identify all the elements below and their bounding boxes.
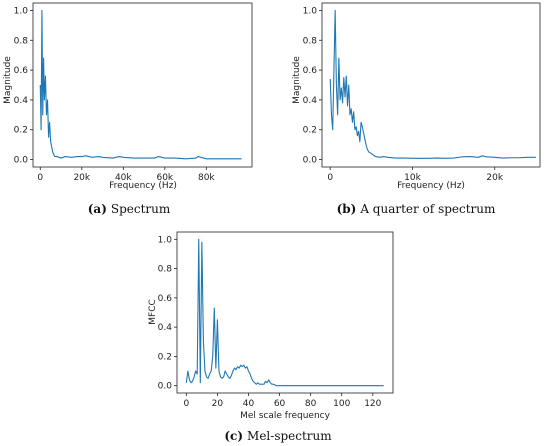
panel-a-ytick-label: 1.0	[14, 6, 29, 16]
panel-a-xtick-label: 0	[37, 173, 43, 183]
panel-b-xtick-label: 0	[327, 173, 333, 183]
panel-b-caption: (b) A quarter of spectrum	[337, 202, 496, 216]
panel-a-xtick-label: 40k	[115, 173, 132, 183]
panel-a-xtick-label: 20k	[73, 173, 90, 183]
panel-c-frame	[176, 231, 394, 394]
panel-a-caption-text: Spectrum	[111, 202, 171, 216]
panel-a-ytick-label: 0.4	[14, 96, 29, 106]
panel-c-xtick-label: 40	[243, 399, 255, 409]
panel-c-ytick-label: 0.6	[158, 294, 173, 304]
panel-a-ytick-label: 0.2	[14, 126, 28, 136]
panel-c-xtick-label: 20	[212, 399, 224, 409]
panel-a-xticks: 0 20k 40k 60k 80k	[37, 167, 215, 183]
panel-b-xlabel: Frequency (Hz)	[397, 181, 465, 191]
panel-c-ytick-label: 0.2	[158, 352, 172, 362]
panel-c-ytick-label: 0.0	[158, 382, 173, 392]
panel-c-xtick-label: 80	[305, 399, 317, 409]
panel-c-xtick-label: 120	[364, 399, 381, 409]
panel-b-xtick-label: 10k	[404, 173, 421, 183]
panel-c-xtick-label: 100	[333, 399, 350, 409]
panel-b-ylabel: Magnitude	[292, 56, 302, 104]
panel-c-xticks: 0 20 40 60 80 100 120	[183, 393, 382, 409]
panel-b: Magnitude 0.0 0.2 0.4 0.6 0.8 1.0 0 10k 20k Fre…	[292, 2, 541, 216]
panel-a-caption-tag: (a)	[88, 202, 107, 216]
panel-a-yticks: 0.0 0.2 0.4 0.6 0.8 1.0	[14, 6, 33, 166]
panel-b-xticks: 0 10k 20k	[327, 167, 504, 183]
panel-c-caption-text: Mel-spectrum	[247, 429, 332, 443]
panel-b-ytick-label: 0.4	[303, 96, 318, 106]
panel-a-ylabel: Magnitude	[3, 56, 13, 104]
panel-b-series-line	[329, 9, 536, 159]
panel-a-ytick-label: 0.6	[14, 66, 29, 76]
panel-c-ytick-label: 0.8	[158, 265, 173, 275]
panel-b-caption-tag: (b)	[337, 202, 357, 216]
panel-b-yticks: 0.0 0.2 0.4 0.6 0.8 1.0	[303, 6, 322, 166]
panel-c-series-line	[185, 238, 384, 387]
panel-a-xlabel: Frequency (Hz)	[109, 181, 177, 191]
panel-c-yticks: 0.0 0.2 0.4 0.6 0.8 1.0	[158, 235, 177, 392]
panel-a-xtick-label: 60k	[156, 173, 173, 183]
panel-c-xlabel: Mel scale frequency	[240, 411, 331, 421]
panel-a-series-line	[39, 9, 242, 160]
panel-b-caption-text: A quarter of spectrum	[359, 202, 496, 216]
panel-c-xtick-label: 0	[183, 399, 189, 409]
panel-a-ytick-label: 0.0	[14, 156, 29, 166]
panel-b-frame	[321, 2, 541, 168]
panel-b-ytick-label: 0.8	[303, 36, 318, 46]
panel-a-frame	[32, 2, 253, 168]
panel-b-ytick-label: 1.0	[303, 6, 318, 16]
panel-c: MFCC 0.00.20.40.60.81.0 0 20 40 60 80 100 120 …	[148, 231, 394, 443]
panel-b-ytick-label: 0.0	[303, 156, 318, 166]
panel-b-ytick-label: 0.2	[303, 126, 317, 136]
panel-c-ytick-label: 0.4	[158, 323, 173, 333]
panel-c-caption-tag: (c)	[224, 429, 243, 443]
panel-a-ytick-label: 0.8	[14, 36, 29, 46]
panel-c-ytick-label: 1.0	[158, 235, 173, 245]
panel-c-caption: (c) Mel-spectrum	[224, 429, 332, 443]
panel-a: Magnitude 0.0 0.2 0.4 0.6 0.8 1.0 0 20k 40k 60k 8…	[3, 2, 253, 216]
panel-b-xtick-label: 20k	[486, 173, 503, 183]
panel-a-caption: (a) Spectrum	[88, 202, 171, 216]
panel-c-ylabel: MFCC	[148, 299, 158, 325]
panel-b-ytick-label: 0.6	[303, 66, 318, 76]
panel-a-xtick-label: 80k	[198, 173, 215, 183]
panel-c-xtick-label: 60	[274, 399, 286, 409]
